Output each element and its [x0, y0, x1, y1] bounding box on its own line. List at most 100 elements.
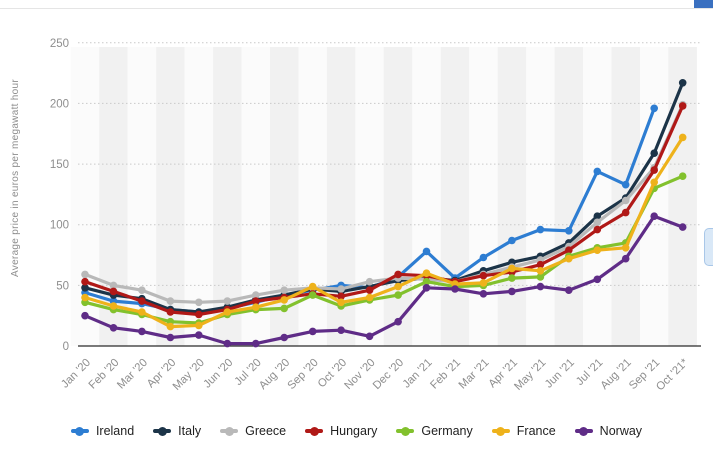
data-point[interactable]: [365, 293, 374, 302]
data-point[interactable]: [252, 297, 260, 305]
legend-item-france[interactable]: France: [491, 424, 556, 438]
data-point[interactable]: [166, 322, 175, 331]
data-point[interactable]: [650, 149, 658, 157]
data-point[interactable]: [508, 274, 516, 282]
data-point[interactable]: [508, 287, 516, 296]
data-point[interactable]: [621, 180, 630, 189]
data-point[interactable]: [138, 308, 146, 316]
data-point[interactable]: [81, 293, 89, 302]
data-point[interactable]: [195, 310, 203, 319]
data-point[interactable]: [479, 290, 488, 298]
data-point[interactable]: [422, 247, 431, 256]
series-line-germany[interactable]: [83, 174, 685, 325]
data-point[interactable]: [365, 286, 374, 295]
data-point[interactable]: [308, 282, 317, 291]
data-point[interactable]: [479, 279, 488, 287]
data-point[interactable]: [337, 326, 345, 335]
data-point[interactable]: [109, 324, 118, 332]
data-point[interactable]: [621, 244, 630, 252]
data-point[interactable]: [650, 212, 658, 220]
data-point[interactable]: [195, 298, 203, 307]
series-hungary[interactable]: [81, 102, 687, 319]
data-point[interactable]: [678, 223, 687, 231]
data-point[interactable]: [508, 264, 516, 273]
side-panel-tab[interactable]: [704, 228, 713, 266]
legend-item-italy[interactable]: Italy: [153, 424, 201, 438]
data-point[interactable]: [565, 246, 573, 254]
data-point[interactable]: [252, 291, 260, 299]
data-point[interactable]: [678, 102, 687, 110]
data-point[interactable]: [536, 267, 545, 275]
data-point[interactable]: [337, 292, 345, 301]
data-point[interactable]: [593, 225, 602, 234]
data-point[interactable]: [621, 196, 630, 205]
data-point[interactable]: [593, 218, 602, 227]
data-point[interactable]: [565, 286, 573, 295]
data-point[interactable]: [650, 178, 658, 187]
data-point[interactable]: [195, 321, 203, 330]
series-line-hungary[interactable]: [83, 104, 685, 317]
data-point[interactable]: [678, 79, 687, 87]
data-point[interactable]: [394, 282, 402, 291]
data-point[interactable]: [678, 172, 687, 180]
data-point[interactable]: [166, 308, 175, 316]
data-point[interactable]: [166, 297, 175, 305]
legend-item-hungary[interactable]: Hungary: [305, 424, 377, 438]
legend-item-germany[interactable]: Germany: [396, 424, 473, 438]
data-point[interactable]: [280, 286, 289, 295]
data-point[interactable]: [536, 260, 545, 269]
data-point[interactable]: [138, 327, 146, 336]
data-point[interactable]: [508, 236, 516, 245]
data-point[interactable]: [280, 304, 289, 313]
legend-item-norway[interactable]: Norway: [574, 424, 642, 438]
data-point[interactable]: [422, 277, 431, 286]
data-point[interactable]: [223, 308, 232, 316]
data-point[interactable]: [166, 333, 175, 342]
data-point[interactable]: [621, 208, 630, 217]
data-point[interactable]: [308, 291, 317, 299]
data-point[interactable]: [479, 271, 488, 280]
data-point[interactable]: [138, 297, 146, 305]
data-point[interactable]: [337, 285, 345, 293]
legend-item-ireland[interactable]: Ireland: [70, 424, 134, 438]
data-point[interactable]: [138, 286, 146, 295]
data-point[interactable]: [109, 302, 118, 310]
data-point[interactable]: [536, 273, 545, 281]
data-point[interactable]: [394, 291, 402, 299]
data-point[interactable]: [451, 285, 459, 293]
data-point[interactable]: [365, 332, 374, 341]
data-point[interactable]: [593, 167, 602, 176]
data-point[interactable]: [593, 275, 602, 284]
data-point[interactable]: [365, 277, 374, 286]
data-point[interactable]: [109, 281, 118, 290]
data-point[interactable]: [81, 311, 89, 320]
series-line-france[interactable]: [83, 135, 685, 329]
data-point[interactable]: [422, 269, 431, 278]
data-point[interactable]: [280, 296, 289, 304]
data-point[interactable]: [678, 133, 687, 142]
data-point[interactable]: [565, 254, 573, 263]
data-point[interactable]: [536, 282, 545, 291]
data-point[interactable]: [650, 166, 658, 174]
data-point[interactable]: [621, 254, 630, 263]
data-point[interactable]: [223, 339, 232, 348]
data-point[interactable]: [252, 339, 260, 348]
data-point[interactable]: [565, 227, 573, 235]
data-point[interactable]: [81, 277, 89, 286]
data-point[interactable]: [337, 298, 345, 307]
data-point[interactable]: [109, 287, 118, 296]
legend-item-greece[interactable]: Greece: [220, 424, 286, 438]
series-line-norway[interactable]: [83, 214, 685, 346]
data-point[interactable]: [223, 297, 232, 305]
data-point[interactable]: [593, 212, 602, 220]
data-point[interactable]: [394, 317, 402, 326]
series-line-greece[interactable]: [83, 103, 685, 304]
series-norway[interactable]: [81, 212, 687, 348]
data-point[interactable]: [252, 303, 260, 312]
data-point[interactable]: [308, 327, 317, 336]
data-point[interactable]: [394, 270, 402, 279]
data-point[interactable]: [81, 270, 89, 279]
data-point[interactable]: [422, 284, 431, 292]
data-point[interactable]: [536, 225, 545, 234]
series-france[interactable]: [81, 133, 687, 331]
